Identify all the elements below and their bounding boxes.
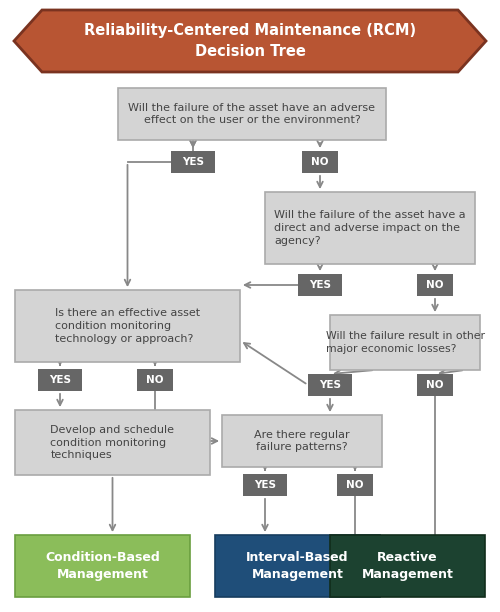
FancyBboxPatch shape [265, 192, 475, 264]
FancyBboxPatch shape [118, 88, 386, 140]
Text: Reliability-Centered Maintenance (RCM)
Decision Tree: Reliability-Centered Maintenance (RCM) D… [84, 23, 416, 59]
FancyBboxPatch shape [417, 274, 453, 296]
Text: YES: YES [254, 480, 276, 490]
Text: Reactive
Management: Reactive Management [362, 551, 454, 581]
Text: Will the failure of the asset have an adverse
effect on the user or the environm: Will the failure of the asset have an ad… [128, 103, 376, 125]
Text: YES: YES [309, 280, 331, 290]
Text: NO: NO [426, 280, 444, 290]
FancyBboxPatch shape [330, 315, 480, 370]
FancyBboxPatch shape [243, 474, 287, 496]
FancyBboxPatch shape [337, 474, 373, 496]
Text: Will the failure of the asset have a
direct and adverse impact on the
agency?: Will the failure of the asset have a dir… [274, 210, 466, 246]
FancyBboxPatch shape [330, 535, 485, 597]
Text: Develop and schedule
condition monitoring
techniques: Develop and schedule condition monitorin… [50, 425, 174, 460]
Text: Are there regular
failure patterns?: Are there regular failure patterns? [254, 430, 350, 452]
FancyBboxPatch shape [215, 535, 380, 597]
FancyBboxPatch shape [308, 374, 352, 396]
FancyBboxPatch shape [38, 369, 82, 391]
Text: YES: YES [319, 380, 341, 390]
Text: YES: YES [49, 375, 71, 385]
Text: NO: NO [346, 480, 364, 490]
Text: YES: YES [182, 157, 204, 167]
FancyBboxPatch shape [417, 374, 453, 396]
FancyBboxPatch shape [171, 151, 215, 173]
FancyBboxPatch shape [137, 369, 173, 391]
Text: Is there an effective asset
condition monitoring
technology or approach?: Is there an effective asset condition mo… [55, 308, 200, 344]
Text: Interval-Based
Management: Interval-Based Management [246, 551, 349, 581]
Text: NO: NO [146, 375, 164, 385]
Text: NO: NO [426, 380, 444, 390]
FancyBboxPatch shape [15, 535, 190, 597]
FancyBboxPatch shape [15, 410, 210, 475]
FancyBboxPatch shape [298, 274, 342, 296]
Polygon shape [14, 10, 486, 72]
Text: Condition-Based
Management: Condition-Based Management [45, 551, 160, 581]
Text: NO: NO [311, 157, 329, 167]
Text: Will the failure result in other
major economic losses?: Will the failure result in other major e… [326, 331, 484, 354]
FancyBboxPatch shape [15, 290, 240, 362]
FancyBboxPatch shape [302, 151, 338, 173]
FancyBboxPatch shape [222, 415, 382, 467]
